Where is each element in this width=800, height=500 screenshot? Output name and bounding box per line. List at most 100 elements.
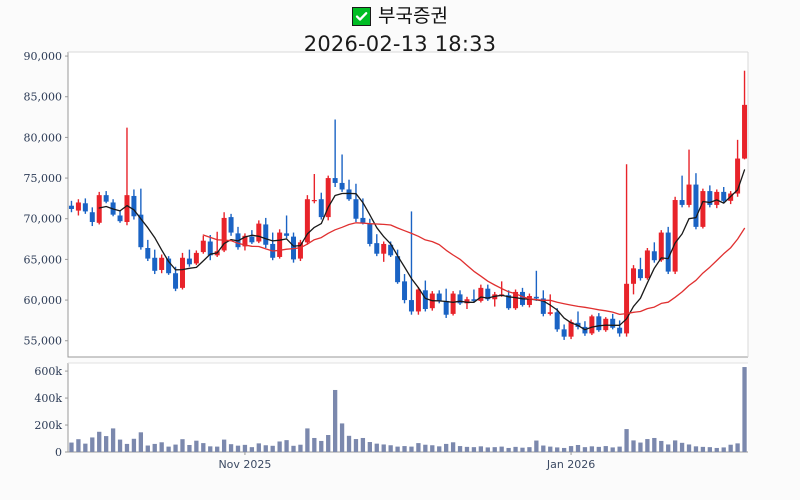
volume-bar — [672, 440, 678, 452]
volume-bar — [180, 439, 185, 452]
volume-bar — [735, 443, 740, 452]
candlestick — [408, 211, 414, 315]
candle-body — [644, 250, 650, 279]
candle-body — [318, 199, 324, 218]
volume-bar — [645, 439, 650, 452]
candlestick — [221, 212, 227, 253]
volume-bar — [582, 447, 588, 452]
volume-bar — [478, 446, 484, 452]
candlestick — [318, 192, 324, 220]
volume-bar — [208, 446, 213, 452]
candle-body — [228, 217, 234, 233]
volume-bar — [83, 443, 88, 452]
candle-body — [82, 203, 88, 212]
candle-body — [242, 235, 248, 247]
volume-bar — [638, 442, 643, 452]
volume-bar — [527, 447, 532, 452]
candle-body — [485, 288, 491, 300]
candle-body — [540, 298, 546, 314]
volume-bar — [110, 428, 116, 452]
volume-bar — [430, 445, 435, 452]
volume-bar — [714, 447, 719, 452]
volume-ytick-label: 400k — [34, 392, 62, 405]
candlestick — [721, 187, 727, 204]
candlestick — [89, 207, 95, 227]
volume-bar — [298, 444, 303, 452]
candle-body — [277, 232, 283, 257]
candle-body — [395, 256, 401, 283]
volume-bar — [263, 445, 268, 452]
volume-bar — [270, 445, 275, 452]
candlestick — [159, 254, 165, 274]
candle-body — [388, 244, 394, 256]
volume-bar — [728, 444, 733, 452]
volume-ytick-label: 0 — [55, 446, 62, 459]
candle-body — [457, 294, 463, 304]
candlestick — [631, 265, 637, 295]
candlestick — [186, 249, 192, 267]
candle-body — [721, 191, 727, 201]
volume-bar — [104, 436, 109, 452]
volume-bar — [541, 445, 546, 452]
volume-bar — [707, 447, 712, 452]
volume-bar — [457, 446, 463, 452]
candle-body — [408, 300, 414, 312]
candlestick — [533, 270, 539, 301]
volume-bar — [319, 440, 324, 452]
candlestick — [686, 149, 692, 208]
candlestick — [714, 189, 720, 209]
volume-bar — [631, 440, 636, 452]
price-ytick-label: 70,000 — [24, 213, 63, 226]
volume-bar — [444, 443, 449, 452]
candle-body — [284, 233, 290, 236]
volume-bar — [450, 442, 456, 452]
candlestick — [131, 189, 137, 220]
candlestick — [665, 226, 671, 275]
candle-body — [200, 240, 206, 253]
candlestick — [173, 266, 179, 292]
candle-body — [173, 273, 179, 289]
volume-bar — [652, 437, 657, 452]
candlestick — [311, 174, 317, 204]
candle-body — [179, 257, 185, 288]
candlestick — [540, 290, 546, 317]
candle-body — [742, 104, 748, 159]
volume-bar — [215, 446, 220, 452]
volume-bar — [117, 439, 123, 452]
candle-body — [672, 200, 678, 272]
volume-bar — [256, 443, 261, 452]
candlestick — [200, 235, 206, 254]
candle-body — [131, 195, 137, 217]
candlestick — [457, 290, 463, 305]
candlestick — [263, 217, 269, 249]
price-ytick-label: 65,000 — [24, 253, 63, 266]
candlestick — [166, 256, 172, 275]
candlestick — [644, 248, 650, 280]
candle-body — [568, 322, 574, 337]
candle-body — [422, 290, 428, 310]
volume-bar — [124, 443, 130, 452]
candle-body — [735, 158, 741, 194]
candlestick — [374, 234, 380, 257]
candlestick — [617, 320, 623, 337]
candle-body — [617, 327, 623, 334]
candle-body — [367, 223, 373, 244]
candle-body — [554, 312, 560, 330]
candlestick — [207, 235, 213, 261]
price-axis-frame — [67, 52, 748, 358]
candlestick — [513, 289, 519, 310]
ma-line-ma-short — [98, 169, 746, 331]
volume-bar — [284, 440, 289, 452]
volume-ytick-label: 600k — [34, 365, 62, 378]
candlestick — [304, 195, 310, 245]
candlestick — [82, 198, 88, 214]
candlestick — [693, 173, 699, 230]
volume-bar — [332, 389, 338, 452]
volume-bar — [700, 446, 706, 452]
price-ytick-label: 90,000 — [24, 50, 63, 63]
candle-body — [297, 242, 303, 259]
candle-body — [263, 224, 269, 245]
candle-body — [193, 252, 199, 264]
volume-bar — [679, 442, 685, 452]
